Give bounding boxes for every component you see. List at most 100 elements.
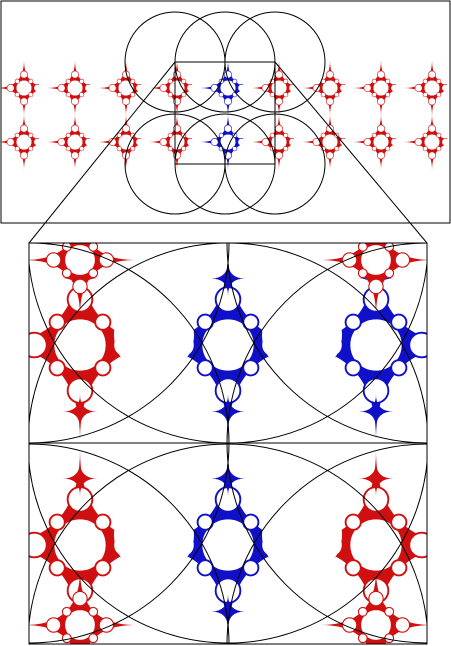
overview-fractal-motif-hole [28,78,34,84]
zoom-frame [28,242,428,645]
overview-fractal-motif-hole [283,132,289,138]
zoom-fractal-motif-edge-hole [88,633,99,644]
overview-fractal-motif-hole [65,92,71,98]
zoom-fractal-motif-substar [29,544,31,546]
overview-fractal-motif-hole [167,78,173,84]
zoom-fractal-motif-substar [210,261,246,296]
overview-fractal-motif-hole [371,92,377,98]
zoom-panel [28,226,428,645]
zoom-fractal-motif-hole [196,359,214,377]
zoom-fractal-motif-hole [94,559,112,577]
overview-gasket-circle [239,80,268,108]
overview-fractal-motif-hole [275,70,283,79]
overview-fractal-motif-hole [79,78,85,84]
overview-fractal-motif [1,114,52,170]
zoom-fractal-motif-hole [242,359,260,377]
overview-fractal-motif-hole [224,97,232,106]
zoom-fractal-motif-hole [94,513,112,531]
zoom-fractal-motif [29,450,175,640]
overview-fractal-motif [302,60,358,116]
overview-fractal-motif-hole [71,70,79,79]
overview-fractal-motif-hole [15,79,33,97]
overview-gasket-circle [443,136,450,160]
overview-fractal-motif-hole [224,70,232,79]
overview-fractal-motif-hole [20,124,28,133]
zoom-fractal-motif-edge-hole [357,243,368,252]
overview-fractal-motif-hole [28,146,34,152]
zoom-fractal-motif-substar [62,394,98,429]
overview-gasket-circle [35,80,64,108]
overview-gasket-circle [290,80,319,108]
zoom-fractal-motif-edge-hole [61,243,72,252]
overview-fractal-motif-hole [423,133,441,151]
zoom-fractal-motif-hole [29,331,48,359]
zoom-fractal-motif-edge-hole [384,606,395,617]
overview-fractal-motif-hole [167,92,173,98]
zoom-circle [29,243,427,644]
zoom-fractal-motif-substar [358,394,394,429]
overview-fractal-motif-hole [377,124,385,133]
zoom-fractal-motif-edge [29,243,135,315]
overview-fractal-motif-hole [428,151,436,160]
overview-fractal-motif-hole [122,124,130,133]
overview-fractal-motif-hole [65,132,71,138]
overview-fractal-motif-hole [436,92,442,98]
overview-fractal-motif-hole [71,151,79,160]
zoom-fractal-motif-hole [48,513,66,531]
overview-fractal-motif-hole [159,84,168,92]
zoom-fractal-motif-edge-hole [368,590,384,607]
overview-fractal-motif-hole [423,79,441,97]
zoom-fractal-motif-substar [210,461,246,496]
overview-fractal-motif-hole [66,79,84,97]
overview-fractal-motif-hole [6,138,15,146]
overview-fractal-motif-hole [6,84,15,92]
overview-fractal-motif-hole [422,92,428,98]
overview-fractal-motif-hole [275,124,283,133]
zoom-fractal-motif-hole [196,559,214,577]
overview-fractal-motif-hole [422,78,428,84]
overview-fractal-motif-hole [71,124,79,133]
zoom-fractal-motif-hole [390,313,408,331]
zoom-fractal-motif-edge-hole [61,268,72,279]
overview-fractal-motif-hole [15,133,33,151]
overview-fractal-motif [353,60,409,116]
overview-fractal-motif-hole [20,97,28,106]
overview-fractal-motif-hole [108,84,117,92]
zoom-fractal-motif-substar [358,461,394,496]
zoom-fractal-motif-edge-hole [384,268,395,279]
overview-circle-grid [124,11,326,215]
overview-gasket-circle [443,82,450,106]
overview-fractal-motif [404,60,450,116]
overview-fractal-motif-hole [422,146,428,152]
zoom-fractal-motif-hole [390,359,408,377]
zoom-fractal-motif-substar [62,461,98,496]
overview-gasket-circle [392,134,421,162]
overview-fractal-motif [1,60,52,116]
overview-fractal-motif-hole [334,92,340,98]
overview-fractal-motif-hole [371,132,377,138]
zoom-fractal-motif-edge-hole [88,243,99,252]
overview-fractal-motif-hole [422,132,428,138]
zoom-fractal-motif-substar [210,594,246,629]
overview-fractal-motif-hole [385,146,391,152]
overview-fractal-motif-hole [20,70,28,79]
zoom-fractal-motif-hole [48,559,66,577]
overview-fractal-motif-hole [385,92,391,98]
overview-fractal-motif-hole [414,138,423,146]
zoom-fractal-motif-hole [408,331,427,359]
overview-fractal-motif-hole [334,146,340,152]
overview-fractal-motif-hole [372,79,390,97]
overview-fractal-motif [47,114,103,170]
zoom-fractal-motif-edge-hole [369,226,383,240]
overview-fractal-motif-hole [14,146,20,152]
overview-gasket-circle [341,80,370,108]
overview-fractal-motif-hole [363,84,372,92]
overview-fractal-band [1,60,450,170]
zoom-fractal-motif-edge-hole [357,633,368,644]
overview-fractal-motif-hole [371,146,377,152]
zoom-fractal-motif-hole [48,359,66,377]
overview-gasket-circle [188,80,217,108]
zoom-fractal-motif-hole [344,559,362,577]
